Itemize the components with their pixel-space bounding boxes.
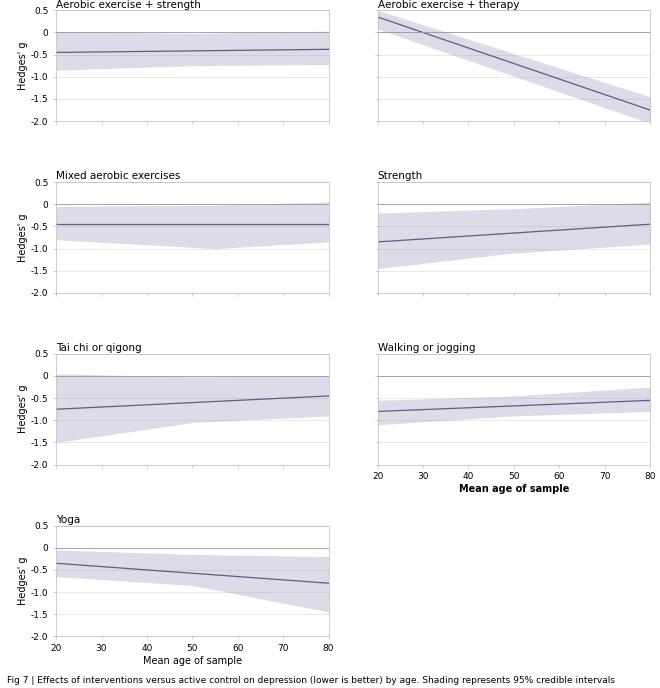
X-axis label: Mean age of sample: Mean age of sample — [143, 656, 242, 666]
Y-axis label: Hedges' g: Hedges' g — [18, 213, 28, 261]
Text: Mixed aerobic exercises: Mixed aerobic exercises — [56, 171, 180, 182]
Text: Walking or jogging: Walking or jogging — [378, 343, 475, 353]
Text: Aerobic exercise + therapy: Aerobic exercise + therapy — [378, 0, 519, 10]
Text: Strength: Strength — [378, 171, 423, 182]
Text: Fig 7 | Effects of interventions versus active control on depression (lower is b: Fig 7 | Effects of interventions versus … — [7, 676, 614, 685]
Y-axis label: Hedges' g: Hedges' g — [18, 385, 28, 433]
Y-axis label: Hedges' g: Hedges' g — [18, 557, 28, 605]
X-axis label: Mean age of sample: Mean age of sample — [459, 484, 569, 494]
Y-axis label: Hedges' g: Hedges' g — [18, 41, 28, 90]
Text: Tai chi or qigong: Tai chi or qigong — [56, 343, 142, 353]
Text: Aerobic exercise + strength: Aerobic exercise + strength — [56, 0, 201, 10]
Text: Yoga: Yoga — [56, 515, 81, 525]
